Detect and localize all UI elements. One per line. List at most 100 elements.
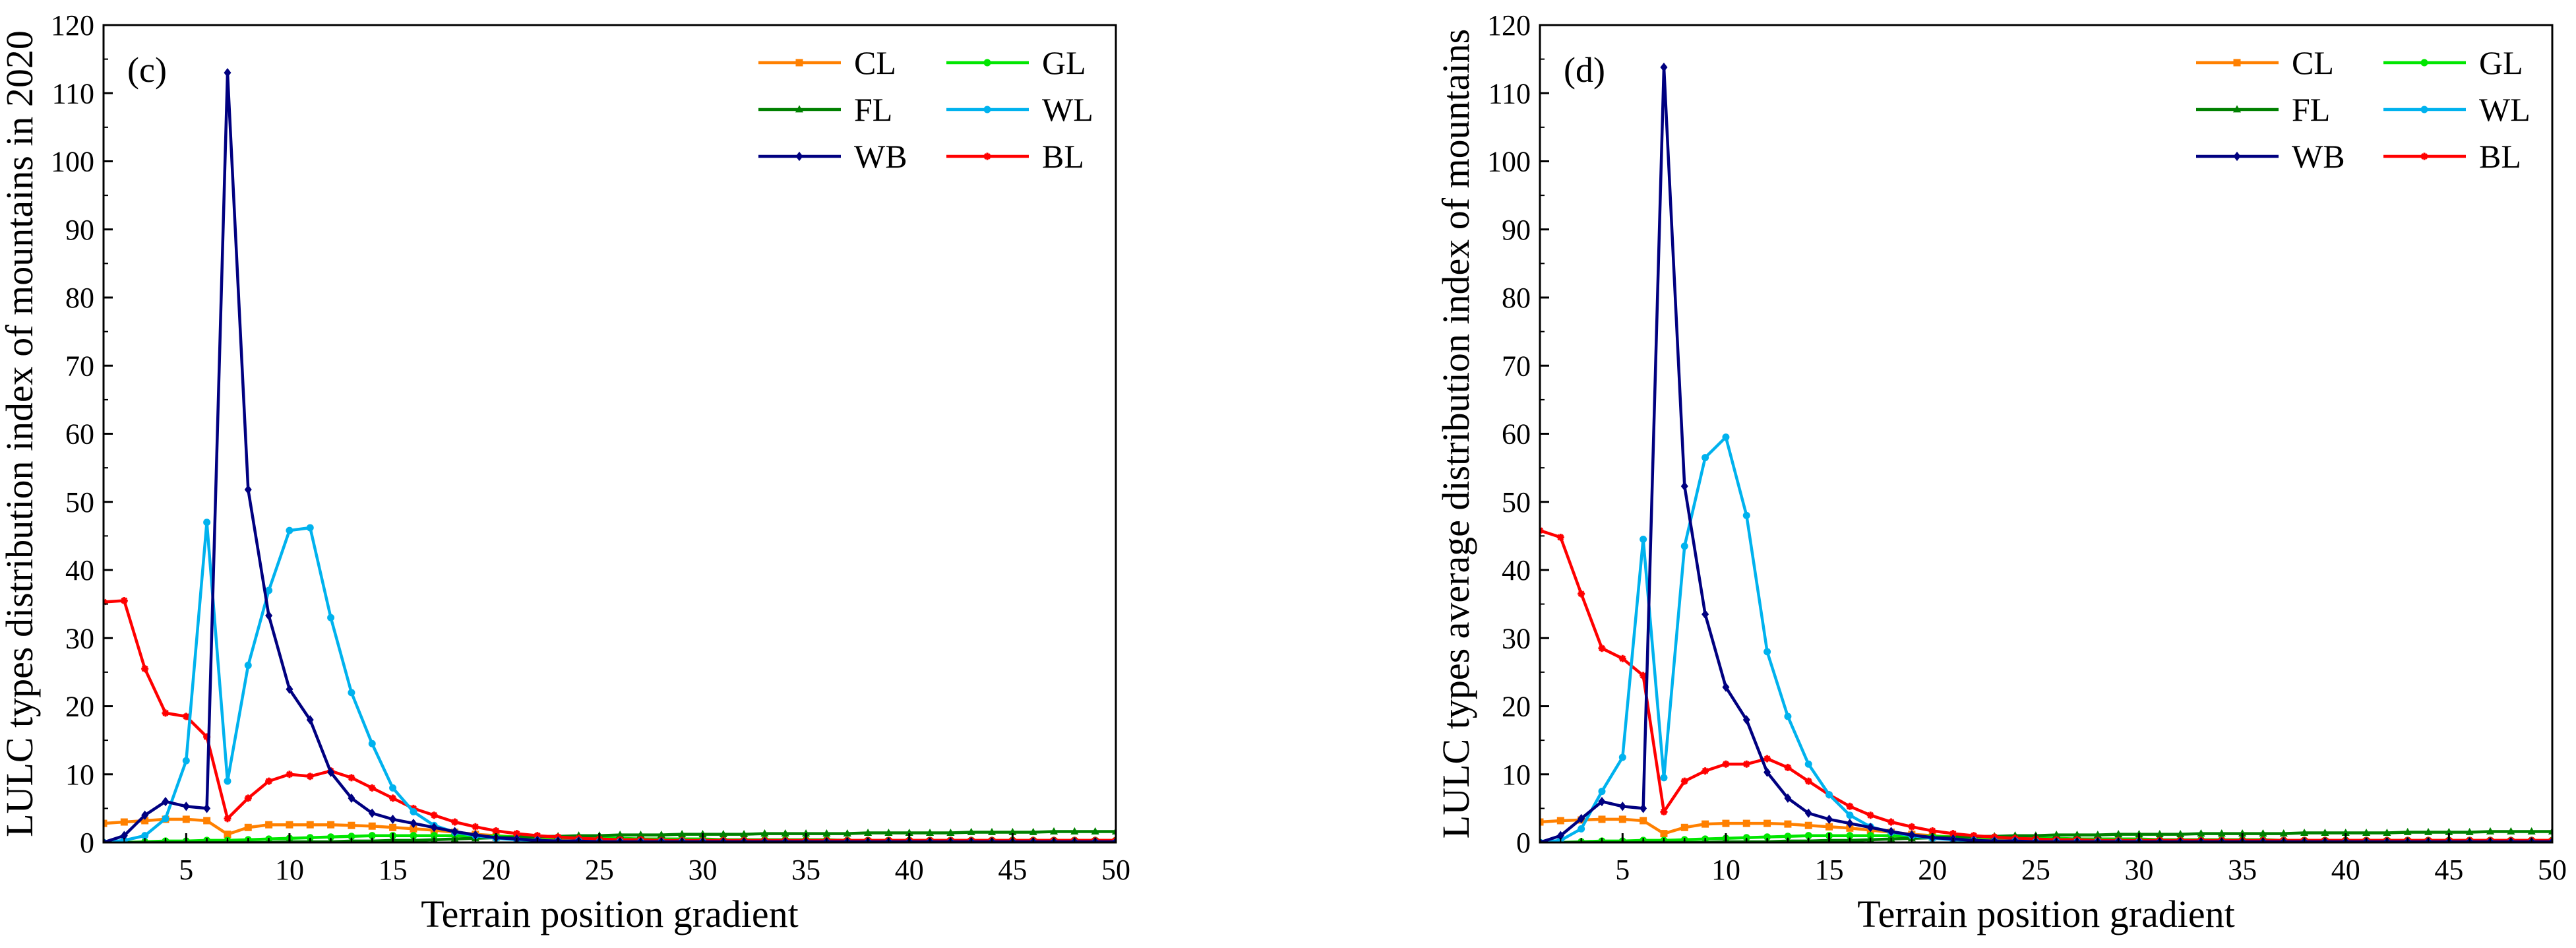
legend-label-wb: WB	[2292, 138, 2345, 175]
data-point-bl	[1970, 832, 1978, 840]
y-tick-label: 80	[1502, 282, 1531, 314]
data-point-wb	[1618, 802, 1626, 811]
series-layer	[104, 68, 1116, 842]
data-point-bl	[203, 733, 211, 741]
legend-label-gl: GL	[1042, 44, 1086, 81]
data-point-wb	[1887, 827, 1895, 837]
data-point-wb	[348, 793, 355, 804]
data-point-wb	[265, 611, 273, 621]
legend-item-gl: GL	[946, 44, 1086, 81]
x-tick-label: 25	[585, 854, 614, 886]
data-point-fl	[2052, 831, 2061, 838]
x-tick-label: 20	[1918, 854, 1947, 886]
series-line-wb	[104, 71, 1116, 842]
data-point-bl	[306, 773, 314, 780]
legend-marker-gl	[2420, 59, 2428, 67]
plot-frame	[1539, 24, 2554, 844]
data-point-wb	[1598, 796, 1606, 807]
data-point-wb	[306, 715, 314, 725]
legend-item-wl: WL	[946, 91, 1093, 128]
data-point-cl	[348, 821, 355, 829]
x-tick-label: 30	[2124, 854, 2153, 886]
data-point-fl	[926, 828, 935, 836]
x-tick-label: 50	[1101, 854, 1130, 886]
data-point-fl	[967, 827, 975, 835]
series-line-bl	[1540, 528, 2552, 842]
data-point-fl	[2383, 828, 2391, 836]
data-point-bl	[472, 823, 479, 831]
data-point-fl	[822, 829, 831, 837]
data-point-bl	[1702, 767, 1709, 775]
data-point-bl	[1866, 811, 1874, 819]
data-point-wl	[1598, 788, 1606, 796]
data-point-cl	[244, 823, 252, 831]
series-line-wl	[1540, 435, 2552, 842]
y-tick-label: 60	[1502, 418, 1531, 451]
data-point-wl	[1722, 433, 1730, 441]
data-point-fl	[1091, 827, 1099, 835]
data-point-cl	[1846, 824, 1854, 832]
data-point-fl	[2424, 827, 2433, 835]
data-point-cl	[410, 825, 417, 833]
legend-marker-cl	[795, 59, 803, 67]
data-point-fl	[1070, 827, 1079, 835]
data-point-wb	[1804, 808, 1812, 818]
data-point-fl	[884, 828, 893, 836]
data-point-wb	[1722, 682, 1730, 692]
data-point-gl	[1804, 832, 1812, 840]
y-tick-label: 70	[65, 350, 94, 382]
data-point-fl	[740, 830, 749, 838]
data-point-wb	[430, 823, 438, 833]
legend-label-bl: BL	[2479, 138, 2521, 175]
legend-item-wb: WB	[2196, 138, 2345, 175]
data-point-wb	[451, 827, 459, 837]
data-point-wb	[1825, 814, 1833, 825]
data-point-fl	[946, 828, 955, 836]
y-axis-title: LULC types distribution index of mountai…	[0, 30, 41, 837]
y-tick-label: 100	[51, 146, 94, 178]
legend-label-cl: CL	[854, 44, 896, 81]
y-tick-label: 10	[65, 759, 94, 791]
y-tick-label: 30	[65, 622, 94, 654]
legend-item-bl: BL	[2383, 138, 2521, 175]
data-point-fl	[2362, 828, 2371, 836]
data-point-fl	[2403, 827, 2412, 835]
y-tick-label: 10	[1502, 759, 1531, 791]
legend-marker-fl	[795, 105, 804, 113]
legend-marker-wb	[795, 151, 803, 162]
data-point-wl	[348, 689, 355, 697]
data-point-bl	[1908, 823, 1916, 831]
data-point-fl	[1111, 827, 1116, 835]
data-point-wb	[1742, 715, 1750, 725]
data-point-fl	[2155, 830, 2164, 838]
data-point-cl	[1598, 815, 1606, 823]
data-point-wl	[368, 740, 376, 747]
data-point-fl	[2465, 827, 2474, 835]
x-tick-label: 40	[2331, 854, 2360, 886]
data-point-bl	[368, 784, 376, 792]
data-point-bl	[451, 818, 459, 826]
legend-item-bl: BL	[946, 138, 1084, 175]
legend-label-wb: WB	[854, 138, 907, 175]
data-point-wl	[1846, 811, 1854, 819]
x-tick-label: 10	[275, 854, 304, 886]
legend-label-wl: WL	[1042, 91, 1093, 128]
data-point-cl	[1804, 821, 1812, 829]
data-point-wb	[1702, 609, 1709, 619]
data-point-bl	[1660, 808, 1668, 816]
data-point-fl	[781, 829, 789, 837]
data-point-wb	[244, 485, 252, 495]
data-point-cl	[1784, 820, 1792, 828]
y-tick-label: 50	[1502, 486, 1531, 519]
legend-item-gl: GL	[2383, 44, 2523, 81]
y-tick-label: 120	[1487, 9, 1531, 42]
data-point-cl	[286, 821, 293, 829]
data-point-wl	[1825, 791, 1833, 799]
y-tick-label: 90	[65, 214, 94, 246]
data-point-bl	[1640, 672, 1647, 679]
data-point-cl	[1722, 819, 1730, 827]
legend-label-bl: BL	[1042, 138, 1084, 175]
data-point-cl	[306, 821, 314, 829]
data-point-wl	[286, 526, 293, 534]
